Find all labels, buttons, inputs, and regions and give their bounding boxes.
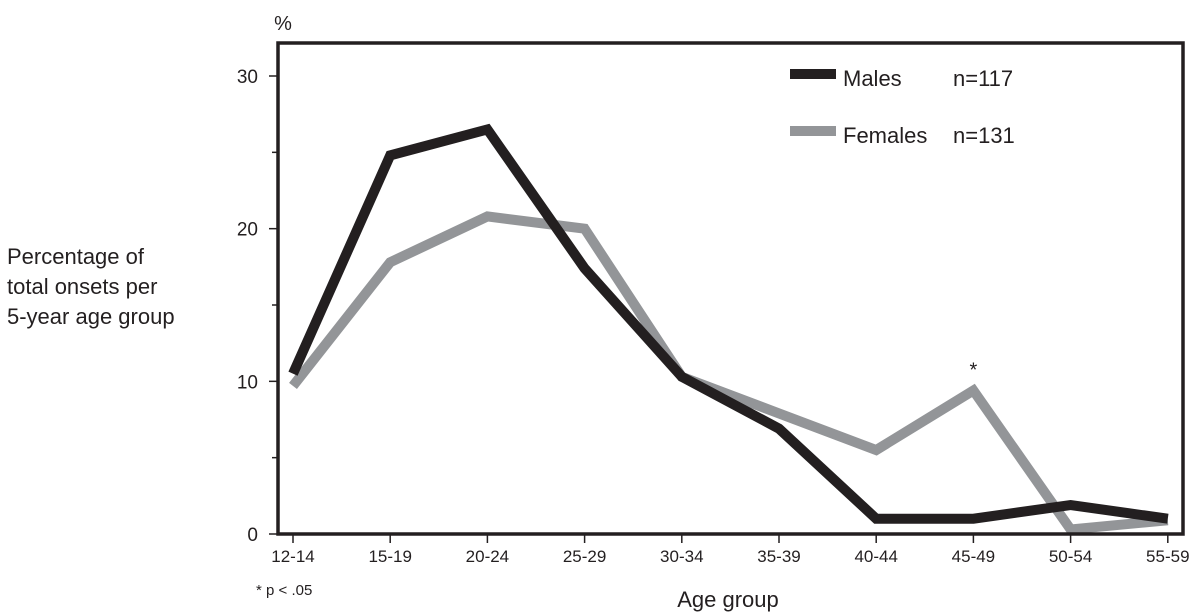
x-tick-label-15-19: 15-19 [368,547,411,566]
y-tick-label-0: 0 [247,525,258,546]
legend-n-males: n=117 [953,66,1013,91]
legend-label-males: Males [843,66,902,91]
x-tick-label-40-44: 40-44 [854,547,897,566]
y-axis-label-line: 5-year age group [7,304,175,329]
legend-n-females: n=131 [953,123,1015,148]
x-tick-label-35-39: 35-39 [757,547,800,566]
y-tick-label-10: 10 [237,372,258,393]
series-layer [288,123,1169,535]
x-tick-label-20-24: 20-24 [466,547,509,566]
x-axis: 12-14 15-19 20-24 25-29 30-34 35-39 40-44 45-49… [271,534,1190,566]
legend-label-females: Females [843,123,927,148]
x-tick-label-50-54: 50-54 [1049,547,1092,566]
x-tick-label-25-29: 25-29 [563,547,606,566]
plot-frame [276,41,1185,536]
y-axis-unit: % [274,13,292,35]
x-tick-label-12-14: 12-14 [271,547,314,566]
legend: Males n=117 Females n=131 [790,66,1015,148]
y-axis-label-line: total onsets per [7,274,157,299]
y-tick-label-20: 20 [237,220,258,241]
x-axis-label: Age group [677,587,779,612]
y-tick-label-30: 30 [237,67,258,88]
footnote: * p < .05 [256,582,312,599]
series-line-males [288,123,1169,524]
y-axis-label: Percentage of total onsets per 5-year age … [7,244,175,329]
series-line-females [289,211,1169,535]
significance-marker: * [970,359,978,381]
x-tick-label-45-49: 45-49 [952,547,995,566]
x-tick-label-30-34: 30-34 [660,547,703,566]
x-tick-label-55-59: 55-59 [1146,547,1189,566]
y-axis: 0 10 20 30 [237,67,278,546]
y-axis-label-line: Percentage of [7,244,145,269]
